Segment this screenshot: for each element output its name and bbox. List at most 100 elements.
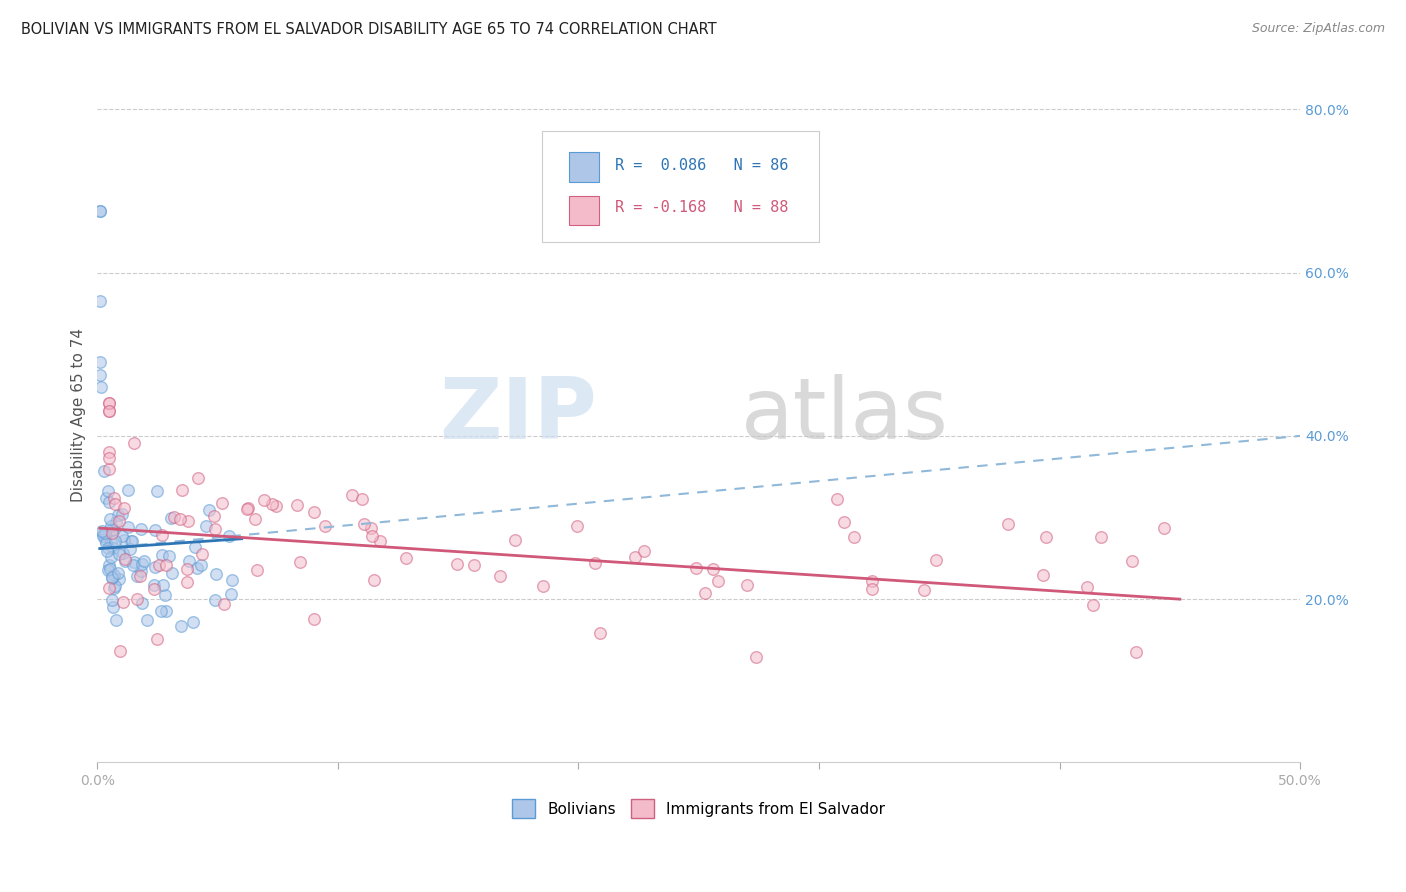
Point bbox=[860, 582, 883, 597]
Point bbox=[107, 566, 129, 581]
Point bbox=[363, 573, 385, 587]
Point bbox=[112, 595, 135, 609]
Point bbox=[135, 613, 157, 627]
Point bbox=[103, 568, 125, 582]
Point bbox=[314, 519, 336, 533]
Point bbox=[176, 562, 198, 576]
Point bbox=[108, 572, 131, 586]
Point bbox=[190, 558, 212, 572]
Point bbox=[1035, 530, 1057, 544]
Point bbox=[236, 501, 259, 516]
Point bbox=[589, 625, 612, 640]
Point bbox=[395, 550, 418, 565]
Point bbox=[735, 578, 758, 592]
Point bbox=[117, 520, 139, 534]
Point bbox=[352, 491, 374, 506]
Point bbox=[125, 569, 148, 583]
Point bbox=[98, 404, 121, 418]
FancyBboxPatch shape bbox=[569, 153, 599, 182]
Point bbox=[842, 531, 865, 545]
Point bbox=[463, 558, 485, 573]
Point bbox=[160, 511, 183, 525]
Point bbox=[290, 555, 312, 569]
Point bbox=[89, 294, 111, 309]
FancyBboxPatch shape bbox=[543, 131, 818, 242]
Point bbox=[97, 484, 120, 499]
Point bbox=[159, 549, 181, 564]
Point bbox=[98, 561, 121, 575]
Point bbox=[97, 558, 120, 573]
Point bbox=[100, 549, 122, 564]
Point bbox=[91, 524, 114, 538]
Text: Source: ZipAtlas.com: Source: ZipAtlas.com bbox=[1251, 22, 1385, 36]
Point bbox=[146, 632, 169, 646]
Point bbox=[702, 562, 724, 576]
Point bbox=[150, 604, 173, 618]
Point bbox=[245, 512, 267, 526]
Point bbox=[91, 527, 114, 541]
Point bbox=[153, 589, 176, 603]
Text: R =  0.086   N = 86: R = 0.086 N = 86 bbox=[614, 158, 787, 173]
Text: R = -0.168   N = 88: R = -0.168 N = 88 bbox=[614, 201, 787, 215]
Point bbox=[121, 558, 143, 572]
Point bbox=[122, 555, 145, 569]
Point bbox=[98, 445, 121, 459]
Point bbox=[212, 597, 235, 611]
Point bbox=[150, 548, 173, 562]
Point bbox=[93, 464, 115, 478]
Point bbox=[1090, 530, 1112, 544]
Point bbox=[176, 574, 198, 589]
Point bbox=[101, 570, 124, 584]
Point bbox=[101, 523, 124, 537]
Point bbox=[125, 591, 148, 606]
Point bbox=[183, 615, 205, 629]
Point bbox=[202, 509, 225, 524]
Point bbox=[745, 650, 768, 665]
Point bbox=[117, 483, 139, 497]
Point bbox=[827, 492, 849, 507]
Point bbox=[107, 514, 129, 528]
Point bbox=[98, 450, 121, 465]
Point bbox=[104, 613, 127, 627]
Point bbox=[353, 516, 375, 531]
Point bbox=[101, 526, 124, 541]
Point bbox=[446, 557, 468, 571]
Point bbox=[89, 204, 111, 219]
Point bbox=[111, 507, 134, 521]
Point bbox=[120, 533, 142, 548]
Point bbox=[1125, 645, 1147, 659]
Point bbox=[94, 532, 117, 546]
Point bbox=[623, 549, 645, 564]
Point bbox=[129, 522, 152, 536]
Point bbox=[89, 355, 111, 369]
Point bbox=[122, 436, 145, 450]
Point bbox=[266, 499, 288, 513]
Point bbox=[155, 604, 177, 618]
Point bbox=[101, 592, 124, 607]
Point bbox=[98, 404, 121, 418]
Point bbox=[97, 541, 120, 555]
Point bbox=[98, 396, 121, 410]
Point bbox=[633, 544, 655, 558]
Point bbox=[340, 488, 363, 502]
Point bbox=[505, 533, 527, 547]
Point bbox=[145, 484, 167, 499]
Point bbox=[105, 516, 128, 530]
Point bbox=[152, 577, 174, 591]
Point bbox=[179, 554, 201, 568]
Point bbox=[177, 515, 200, 529]
Point bbox=[860, 574, 883, 589]
Point bbox=[997, 516, 1019, 531]
Point bbox=[211, 496, 233, 510]
Point bbox=[170, 619, 193, 633]
Point bbox=[489, 569, 512, 583]
Point bbox=[221, 574, 243, 588]
Point bbox=[204, 593, 226, 607]
Point bbox=[925, 553, 948, 567]
Point bbox=[302, 612, 325, 626]
Point bbox=[368, 533, 391, 548]
Point bbox=[98, 396, 121, 410]
Point bbox=[287, 498, 309, 512]
FancyBboxPatch shape bbox=[569, 196, 599, 226]
Point bbox=[101, 571, 124, 585]
